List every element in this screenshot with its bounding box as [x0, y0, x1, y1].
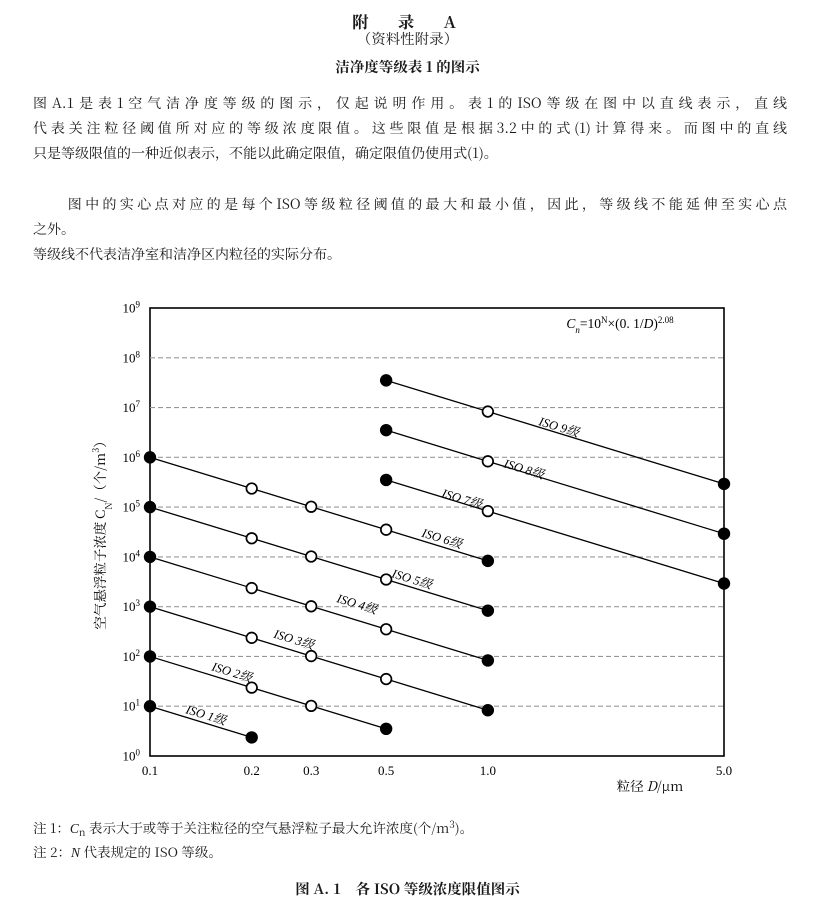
svg-text:ISO 9级: ISO 9级 [536, 414, 582, 440]
svg-text:ISO 6级: ISO 6级 [419, 526, 465, 552]
svg-text:0.2: 0.2 [244, 763, 260, 778]
svg-text:粒径 D/µm: 粒径 D/µm [617, 775, 683, 795]
svg-text:5.0: 5.0 [716, 763, 732, 778]
svg-text:103: 103 [123, 598, 141, 614]
svg-text:105: 105 [123, 499, 141, 515]
svg-text:108: 108 [123, 349, 141, 365]
svg-text:ISO 7级: ISO 7级 [439, 486, 485, 512]
svg-text:104: 104 [123, 548, 141, 564]
svg-text:101: 101 [123, 698, 141, 714]
svg-text:100: 100 [123, 748, 141, 764]
svg-text:106: 106 [123, 449, 141, 465]
svg-text:ISO 4级: ISO 4级 [334, 591, 380, 617]
svg-text:102: 102 [123, 648, 141, 664]
svg-text:Cn=10N×(0. 1/D)2.08: Cn=10N×(0. 1/D)2.08 [566, 315, 674, 335]
svg-text:空气悬浮粒子浓度 CN/（个/m3）: 空气悬浮粒子浓度 CN/（个/m3） [89, 434, 115, 629]
svg-text:0.3: 0.3 [303, 763, 319, 778]
svg-text:0.5: 0.5 [378, 763, 394, 778]
svg-text:109: 109 [123, 300, 141, 316]
svg-text:ISO 5级: ISO 5级 [389, 566, 435, 592]
svg-text:107: 107 [123, 399, 141, 415]
svg-text:ISO 8级: ISO 8级 [501, 456, 547, 482]
svg-text:0.1: 0.1 [142, 763, 158, 778]
svg-text:ISO 3级: ISO 3级 [271, 627, 317, 653]
svg-text:1.0: 1.0 [480, 763, 496, 778]
